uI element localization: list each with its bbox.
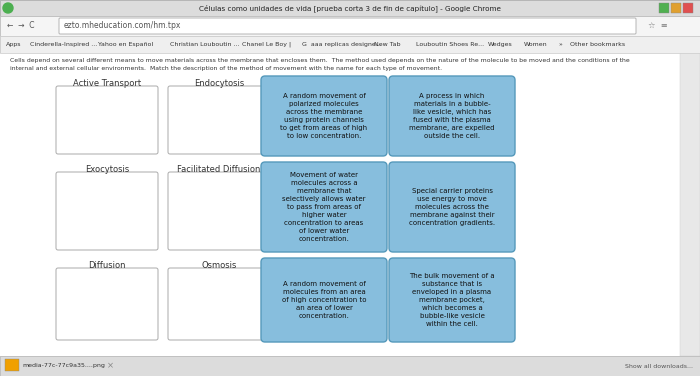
Text: Louboutin Shoes Re...: Louboutin Shoes Re... <box>416 42 484 47</box>
FancyBboxPatch shape <box>389 162 515 252</box>
Circle shape <box>3 3 13 13</box>
Bar <box>683 3 693 13</box>
Text: Christian Louboutin ...: Christian Louboutin ... <box>170 42 239 47</box>
FancyBboxPatch shape <box>261 162 387 252</box>
Bar <box>671 3 681 13</box>
Text: Chanel Le Boy |: Chanel Le Boy | <box>242 42 291 47</box>
Text: A random movement of
molecules from an area
of high concentration to
an area of : A random movement of molecules from an a… <box>281 281 366 319</box>
FancyBboxPatch shape <box>261 76 387 156</box>
Text: media-77c-77c9a35....png: media-77c-77c9a35....png <box>22 364 105 368</box>
Text: internal and external cellular environments.  Match the description of the metho: internal and external cellular environme… <box>10 66 442 71</box>
Bar <box>680 53 700 356</box>
Text: Diffusion: Diffusion <box>88 261 126 270</box>
FancyBboxPatch shape <box>168 268 270 340</box>
Bar <box>0 36 700 53</box>
Text: Cells depend on several different means to move materials across the membrane th: Cells depend on several different means … <box>10 58 630 63</box>
Text: Células como unidades de vida [prueba corta 3 de fin de capítulo] - Google Chrom: Células como unidades de vida [prueba co… <box>199 4 501 12</box>
Bar <box>5 359 19 371</box>
Text: Other bookmarks: Other bookmarks <box>570 42 625 47</box>
Text: Show all downloads...: Show all downloads... <box>625 364 693 368</box>
Text: »: » <box>558 42 561 47</box>
Text: A process in which
materials in a bubble-
like vesicle, which has
fused with the: A process in which materials in a bubble… <box>410 93 495 139</box>
FancyBboxPatch shape <box>389 258 515 342</box>
Text: New Tab: New Tab <box>374 42 400 47</box>
FancyBboxPatch shape <box>56 172 158 250</box>
FancyBboxPatch shape <box>389 76 515 156</box>
Text: ←  →  C: ← → C <box>7 21 34 30</box>
Text: Movement of water
molecules across a
membrane that
selectively allows water
to p: Movement of water molecules across a mem… <box>282 172 365 242</box>
Bar <box>0 356 700 376</box>
Text: Osmosis: Osmosis <box>202 261 237 270</box>
Text: A random movement of
polarized molecules
across the membrane
using protein chann: A random movement of polarized molecules… <box>281 93 368 139</box>
FancyBboxPatch shape <box>59 18 636 34</box>
Text: Women: Women <box>524 42 547 47</box>
Text: Cinderella-Inspired ...: Cinderella-Inspired ... <box>30 42 97 47</box>
Bar <box>0 16 700 36</box>
Text: ☆  ≡: ☆ ≡ <box>648 21 668 30</box>
Bar <box>659 3 669 13</box>
Text: Exocytosis: Exocytosis <box>85 165 129 174</box>
FancyBboxPatch shape <box>56 268 158 340</box>
Text: Facilitated Diffusion: Facilitated Diffusion <box>177 165 260 174</box>
Text: ×: × <box>106 361 113 370</box>
Bar <box>0 0 700 16</box>
Text: The bulk movement of a
substance that is
enveloped in a plasma
membrane pocket,
: The bulk movement of a substance that is… <box>410 273 495 327</box>
Text: ezto.mheducation.com/hm.tpx: ezto.mheducation.com/hm.tpx <box>64 21 181 30</box>
FancyBboxPatch shape <box>168 86 270 154</box>
Text: Special carrier proteins
use energy to move
molecules across the
membrane agains: Special carrier proteins use energy to m… <box>409 188 495 226</box>
Text: Endocytosis: Endocytosis <box>194 79 244 88</box>
FancyBboxPatch shape <box>168 172 270 250</box>
FancyBboxPatch shape <box>261 258 387 342</box>
FancyBboxPatch shape <box>56 86 158 154</box>
Text: Apps: Apps <box>6 42 22 47</box>
Bar <box>0 53 680 356</box>
Text: Yahoo en Español: Yahoo en Español <box>98 42 153 47</box>
Text: G  aaa replicas designe...: G aaa replicas designe... <box>302 42 382 47</box>
Text: Active Transport: Active Transport <box>73 79 141 88</box>
Text: Wedges: Wedges <box>488 42 512 47</box>
